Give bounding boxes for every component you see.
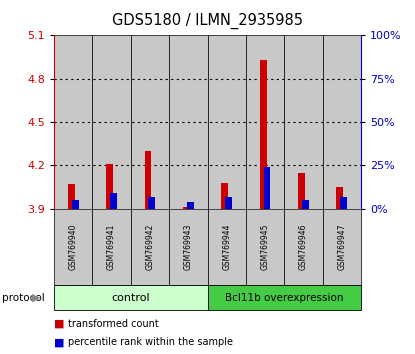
Bar	[187, 202, 194, 209]
Bar	[340, 197, 347, 209]
Bar	[221, 183, 228, 209]
Bar	[110, 193, 117, 209]
Bar	[246, 35, 284, 209]
Text: GSM769941: GSM769941	[107, 224, 116, 270]
Text: percentile rank within the sample: percentile rank within the sample	[68, 337, 234, 347]
Text: GSM769943: GSM769943	[184, 224, 193, 270]
Text: GSM769940: GSM769940	[68, 224, 78, 270]
Text: GSM769947: GSM769947	[337, 224, 347, 270]
Bar	[144, 151, 151, 209]
Bar	[131, 35, 169, 209]
Bar	[260, 60, 266, 209]
Bar	[149, 197, 155, 209]
Text: GDS5180 / ILMN_2935985: GDS5180 / ILMN_2935985	[112, 12, 303, 29]
Bar	[93, 35, 131, 209]
Bar	[183, 207, 190, 209]
Text: GSM769942: GSM769942	[145, 224, 154, 270]
Bar	[208, 35, 246, 209]
Text: transformed count: transformed count	[68, 319, 159, 329]
Text: GSM769946: GSM769946	[299, 224, 308, 270]
Bar	[298, 173, 305, 209]
Text: control: control	[111, 293, 150, 303]
Bar	[106, 164, 113, 209]
Bar	[68, 184, 75, 209]
Bar	[54, 35, 92, 209]
Bar	[72, 200, 78, 209]
Bar	[169, 35, 208, 209]
Text: GSM769944: GSM769944	[222, 224, 231, 270]
Text: protocol: protocol	[2, 293, 45, 303]
Bar	[337, 187, 343, 209]
Bar	[264, 167, 271, 209]
Text: ▶: ▶	[32, 293, 41, 303]
Text: Bcl11b overexpression: Bcl11b overexpression	[225, 293, 344, 303]
Bar	[284, 35, 323, 209]
Text: ■: ■	[54, 337, 64, 347]
Text: GSM769945: GSM769945	[261, 224, 270, 270]
Text: ■: ■	[54, 319, 64, 329]
Bar	[225, 197, 232, 209]
Bar	[302, 200, 309, 209]
Bar	[323, 35, 361, 209]
